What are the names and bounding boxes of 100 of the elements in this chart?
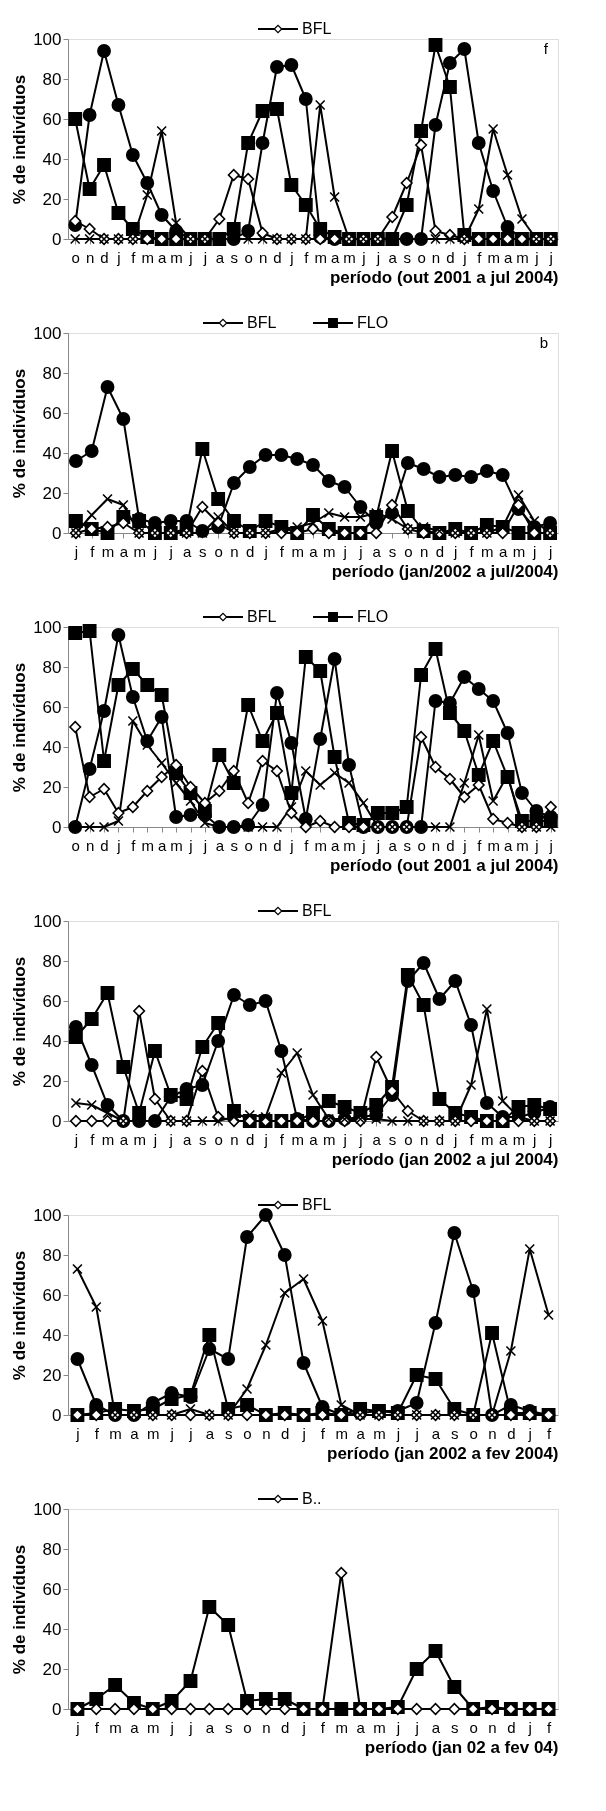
x-tick-label: a <box>388 248 398 266</box>
x-tick-label: d <box>435 542 445 560</box>
x-tick-label: a <box>372 542 382 560</box>
x-tick-label: j <box>75 1718 80 1736</box>
x-tick-label: o <box>214 542 223 560</box>
x-tick-label: j <box>527 1424 532 1442</box>
x-tick-label: d <box>246 1130 255 1148</box>
x-tick-label: j <box>168 542 173 560</box>
x-tick-label: a <box>119 542 129 560</box>
x-tick-label: j <box>152 542 158 560</box>
x-tick-label: n <box>262 1718 271 1736</box>
y-tick-label: 40 <box>42 443 62 463</box>
x-tick-label: a <box>130 1424 140 1442</box>
x-tick-label: s <box>388 542 397 560</box>
x-tick-label: j <box>263 1130 268 1148</box>
x-tick-label: s <box>199 1130 207 1148</box>
legend-label: BFL <box>247 314 277 331</box>
x-tick-label: d <box>273 248 282 266</box>
x-tick-label: d <box>281 1424 290 1442</box>
x-tick-label: m <box>335 1424 349 1442</box>
x-tick-label: j <box>342 542 347 560</box>
x-tick-label: a <box>499 542 509 560</box>
x-tick-label: j <box>462 248 467 266</box>
x-tick-label: m <box>291 1130 304 1148</box>
x-tick-label: j <box>548 248 553 266</box>
x-tick-label: m <box>170 836 183 854</box>
legend-label: BFL <box>302 20 332 37</box>
x-tick-label: d <box>507 1424 516 1442</box>
y-tick-label: 80 <box>42 1539 62 1559</box>
x-tick-label: n <box>488 1424 497 1442</box>
x-tick-label: a <box>215 836 225 854</box>
x-tick-label: f <box>94 1718 100 1736</box>
x-tick-label: a <box>309 1130 319 1148</box>
y-tick-label: 40 <box>42 737 62 757</box>
x-tick-label: m <box>101 542 115 560</box>
x-tick-label: j <box>547 542 553 560</box>
y-axis-title: % de indivíduos <box>10 1250 30 1381</box>
x-tick-label: d <box>273 836 282 854</box>
x-tick-label: m <box>481 1130 494 1148</box>
y-tick-label: 60 <box>42 403 62 423</box>
y-tick-label: 0 <box>52 817 62 837</box>
y-tick-label: 100 <box>33 617 62 637</box>
x-tick-label: j <box>532 542 537 560</box>
y-tick-label: 80 <box>42 69 62 89</box>
x-tick-label: j <box>169 1718 174 1736</box>
x-tick-label: j <box>548 836 553 854</box>
x-axis-title: período (out 2001 a jul 2004) <box>329 855 559 875</box>
x-tick-label: f <box>279 1130 285 1148</box>
x-tick-label: s <box>451 1424 459 1442</box>
x-tick-label: o <box>71 248 80 266</box>
y-tick-label: 60 <box>42 109 62 129</box>
x-axis-title: período (jan 02 a fev 04) <box>364 1737 559 1757</box>
x-tick-label: a <box>356 1718 366 1736</box>
x-tick-label: j <box>73 1130 79 1148</box>
y-tick-label: 20 <box>42 1365 62 1385</box>
y-axis-title: % de indivíduos <box>10 368 30 499</box>
y-tick-label: 80 <box>42 951 62 971</box>
y-axis-title: % de indivíduos <box>10 74 30 205</box>
x-tick-label: a <box>388 836 398 854</box>
x-tick-label: o <box>243 1424 252 1442</box>
y-tick-label: 20 <box>42 1659 62 1679</box>
x-tick-label: a <box>158 248 167 266</box>
y-axis-title: % de indivíduos <box>10 956 30 1087</box>
x-tick-label: d <box>246 542 255 560</box>
x-tick-label: a <box>503 248 513 266</box>
x-tick-label: n <box>230 1130 239 1148</box>
x-tick-label: o <box>417 248 426 266</box>
x-tick-label: o <box>243 1718 252 1736</box>
x-tick-label: f <box>546 1718 552 1736</box>
x-tick-label: f <box>304 248 310 266</box>
x-tick-label: m <box>335 1718 349 1736</box>
x-tick-label: o <box>404 1130 413 1148</box>
x-tick-label: m <box>373 1718 386 1736</box>
annotation: f <box>543 40 549 57</box>
x-tick-label: m <box>147 1718 160 1736</box>
x-tick-label: a <box>130 1718 140 1736</box>
x-tick-label: o <box>244 248 253 266</box>
x-axis-title: período (out 2001 a jul 2004) <box>329 267 559 287</box>
x-tick-label: j <box>202 248 208 266</box>
x-tick-label: a <box>309 542 319 560</box>
x-tick-label: f <box>469 1130 475 1148</box>
x-tick-label: j <box>414 1424 419 1442</box>
y-tick-label: 80 <box>42 1245 62 1265</box>
x-tick-label: o <box>469 1718 478 1736</box>
x-tick-label: m <box>291 542 304 560</box>
x-tick-label: m <box>133 1130 146 1148</box>
x-tick-label: a <box>158 836 167 854</box>
x-tick-label: m <box>147 1424 160 1442</box>
y-tick-label: 0 <box>52 523 62 543</box>
y-tick-label: 60 <box>42 697 62 717</box>
x-tick-label: n <box>419 1130 429 1148</box>
x-tick-label: n <box>230 542 239 560</box>
annotation: b <box>539 334 548 351</box>
x-tick-label: j <box>534 836 539 854</box>
y-tick-label: 0 <box>52 1699 62 1719</box>
y-tick-label: 100 <box>33 911 62 931</box>
x-tick-label: s <box>230 836 238 854</box>
x-tick-label: m <box>109 1718 122 1736</box>
x-tick-label: j <box>375 248 381 266</box>
legend-label: FLO <box>357 608 389 625</box>
